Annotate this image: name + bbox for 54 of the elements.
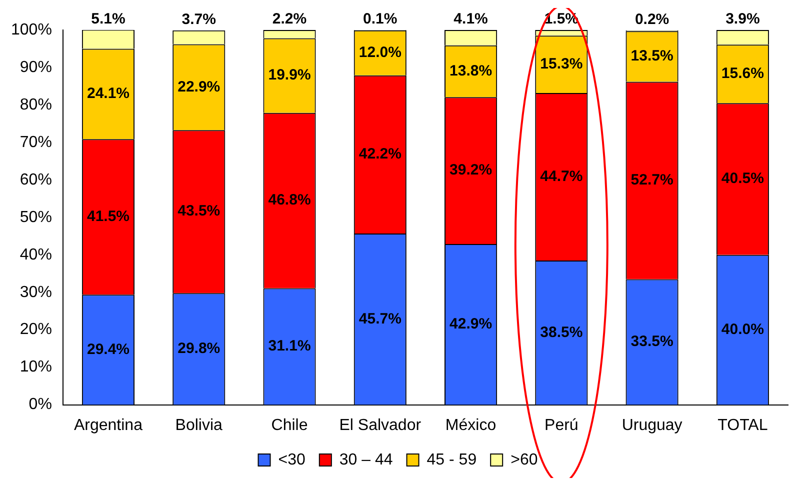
- data-label: 29.4%: [86, 340, 130, 358]
- legend-label: 45 - 59: [426, 451, 477, 468]
- data-label: 24.1%: [86, 85, 130, 102]
- data-label: 0.1%: [363, 10, 398, 28]
- y-tick-label: 80%: [20, 96, 52, 114]
- x-tick-label: Uruguay: [622, 416, 682, 434]
- x-tick-label: México: [445, 416, 496, 434]
- data-label: 52.7%: [630, 172, 674, 189]
- data-label: 42.2%: [358, 146, 402, 163]
- data-label: 4.1%: [454, 10, 488, 28]
- data-label: 29.8%: [178, 340, 220, 358]
- data-label: 2.2%: [272, 10, 307, 28]
- data-label: 13.5%: [630, 48, 674, 65]
- x-tick-label: Argentina: [74, 416, 143, 434]
- legend-label: >60: [510, 451, 538, 468]
- y-tick-label: 90%: [20, 58, 52, 76]
- y-tick-label: 40%: [20, 246, 52, 264]
- y-tick-label: 50%: [20, 208, 52, 226]
- y-tick-label: 60%: [20, 171, 52, 188]
- data-label: 12.0%: [358, 44, 402, 62]
- y-tick-label: 30%: [20, 284, 52, 301]
- data-label: 41.5%: [86, 208, 130, 225]
- data-label: 3.7%: [182, 11, 216, 28]
- data-label: 46.8%: [268, 192, 311, 209]
- data-label: 15.3%: [540, 55, 583, 72]
- y-tick-label: 0%: [28, 396, 52, 414]
- y-tick-label: 100%: [11, 21, 52, 38]
- data-label: 3.9%: [726, 10, 760, 28]
- x-tick-label: El Salvador: [339, 416, 422, 434]
- data-label: 31.1%: [268, 338, 311, 355]
- data-label: 33.5%: [630, 333, 674, 350]
- data-label: 39.2%: [450, 162, 492, 179]
- data-label: 0.2%: [634, 11, 670, 28]
- data-label: 43.5%: [178, 202, 220, 220]
- data-label: 40.5%: [721, 170, 764, 188]
- data-label: 19.9%: [268, 66, 311, 84]
- data-label: 40.0%: [721, 320, 764, 338]
- data-label: 45.7%: [358, 310, 402, 328]
- x-tick-label: Bolivia: [175, 416, 223, 434]
- data-label: 22.9%: [178, 78, 220, 96]
- x-tick-label: Chile: [271, 416, 308, 434]
- data-label: 13.8%: [450, 62, 492, 80]
- legend-label: <30: [278, 451, 306, 468]
- data-label: 42.9%: [450, 316, 492, 333]
- legend-label: 30 – 44: [339, 451, 393, 468]
- x-tick-label: Perú: [544, 416, 578, 434]
- data-label: 5.1%: [91, 10, 126, 28]
- y-tick-label: 70%: [20, 134, 52, 151]
- data-label: 44.7%: [540, 168, 583, 185]
- x-tick-label: TOTAL: [718, 416, 768, 434]
- y-tick-label: 20%: [20, 321, 52, 338]
- data-label: 38.5%: [540, 324, 583, 341]
- data-label: 15.6%: [721, 64, 764, 82]
- y-tick-label: 10%: [20, 358, 52, 376]
